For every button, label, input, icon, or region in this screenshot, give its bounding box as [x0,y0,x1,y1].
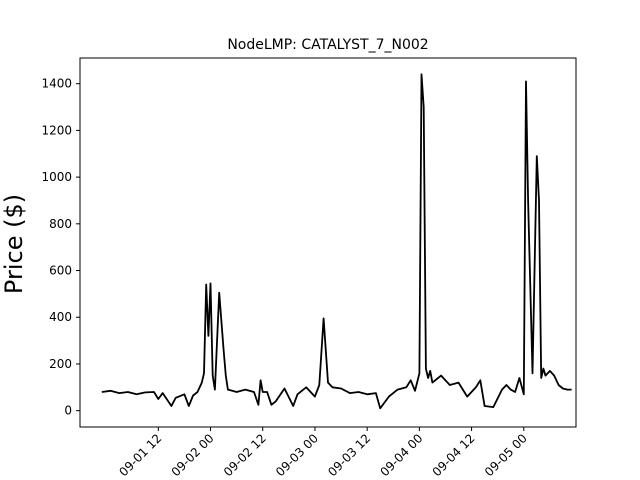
x-tick-label: 09-03 00 [273,431,321,479]
x-tick-label: 09-03 12 [325,431,373,479]
y-axis-ticks: 0 200 400 600 800 1000 1200 1400 [41,77,80,418]
y-tick-label: 200 [49,357,72,371]
x-tick-label: 09-01 12 [116,431,164,479]
y-tick-label: 1200 [41,123,72,137]
plot-area-frame [79,57,577,428]
x-axis-ticks: 09-01 12 09-02 00 09-02 12 09-03 00 09-03 12… [116,427,530,479]
x-tick-label: 09-02 12 [221,431,269,479]
x-tick-label: 09-02 00 [169,431,217,479]
y-tick-label: 0 [64,404,72,418]
x-tick-label: 09-04 12 [430,431,478,479]
series-line-price [101,73,572,410]
y-tick-label: 1400 [41,77,72,91]
y-tick-label: 600 [49,264,72,278]
y-tick-label: 400 [49,310,72,324]
y-tick-label: 1000 [41,170,72,184]
x-tick-label: 09-05 00 [482,431,530,479]
y-axis-label: Price ($) [0,194,28,294]
chart-title: NodeLMP: CATALYST_7_N002 [227,37,428,53]
x-tick-label: 09-04 00 [377,431,425,479]
y-tick-label: 800 [49,217,72,231]
